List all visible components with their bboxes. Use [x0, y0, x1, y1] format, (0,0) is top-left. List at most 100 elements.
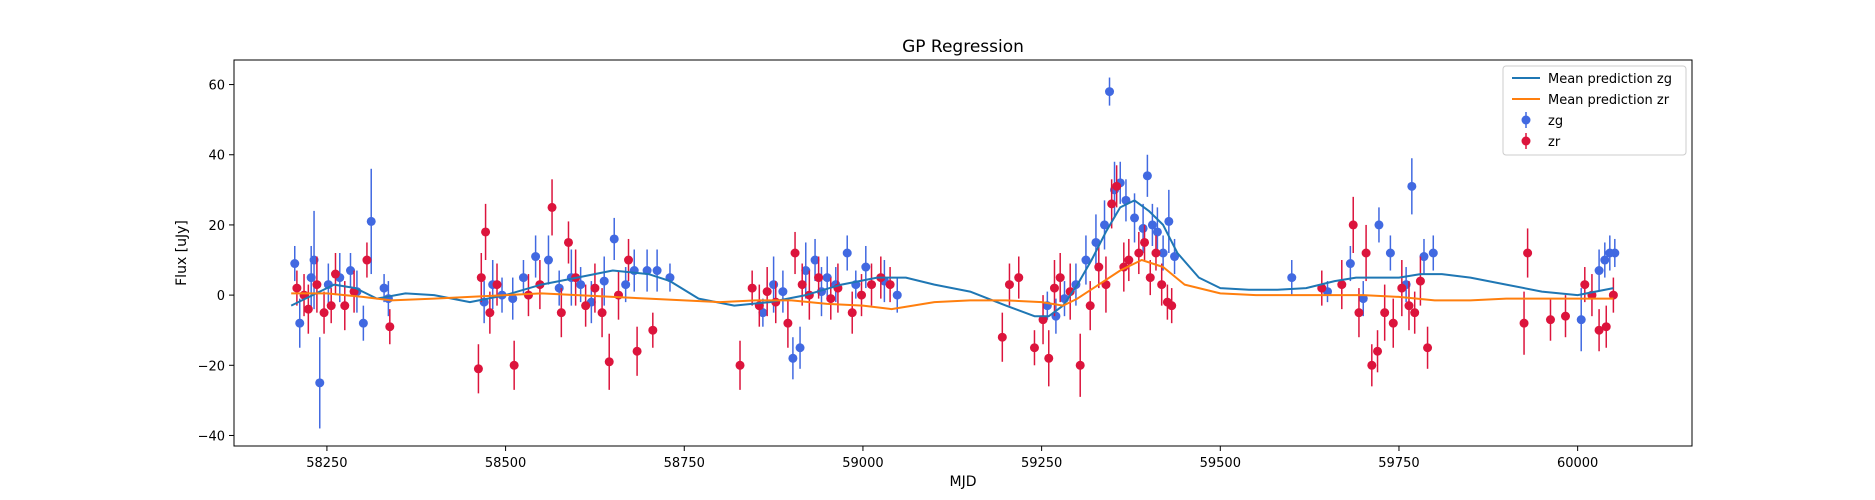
x-tick-label: 59750	[1378, 456, 1419, 471]
data-point-zr	[292, 283, 302, 293]
data-point-zg	[1100, 220, 1110, 230]
data-point-zg	[345, 266, 355, 276]
data-point-zr	[826, 294, 836, 304]
data-point-zg	[652, 266, 662, 276]
data-point-zr	[1049, 283, 1059, 293]
data-point-zr	[1014, 273, 1024, 283]
x-tick-label: 58500	[485, 456, 526, 471]
data-point-zr	[1523, 248, 1533, 258]
data-point-zr	[1167, 301, 1177, 311]
data-point-zr	[1134, 248, 1144, 258]
data-point-zr	[1124, 255, 1134, 265]
axes-frame	[233, 59, 1693, 447]
data-point-zr	[1560, 311, 1570, 321]
data-point-zg	[1130, 213, 1140, 223]
data-point-zg	[315, 378, 325, 388]
data-point-zr	[1519, 318, 1529, 328]
data-point-zr	[648, 325, 658, 335]
data-point-zr	[1145, 273, 1155, 283]
data-point-zg	[1105, 87, 1115, 97]
data-point-zr	[790, 248, 800, 258]
data-point-zg	[795, 343, 805, 353]
data-point-zr	[303, 304, 313, 314]
data-point-zg	[609, 234, 619, 244]
data-point-zg	[758, 308, 768, 318]
data-point-zg	[1081, 255, 1091, 265]
y-tick-label: 60	[208, 79, 225, 94]
y-tick-label: −20	[198, 359, 225, 374]
data-point-zr	[997, 332, 1007, 342]
data-point-zg	[769, 280, 779, 290]
data-point-zr	[590, 283, 600, 293]
data-point-zr	[1367, 360, 1377, 370]
data-point-zg	[1374, 220, 1384, 230]
data-point-zr	[735, 360, 745, 370]
data-point-zr	[747, 283, 757, 293]
data-point-zg	[1051, 311, 1061, 321]
data-point-zg	[1428, 248, 1438, 258]
chart-title: GP Regression	[902, 37, 1024, 57]
data-point-zr	[1608, 290, 1618, 300]
data-point-zr	[1410, 308, 1420, 318]
data-point-zg	[290, 259, 300, 269]
data-point-zr	[1140, 237, 1150, 247]
y-axis: −40 −20 0 20 40 60	[198, 79, 234, 444]
data-point-zr	[581, 301, 591, 311]
x-tick-label: 59250	[1021, 456, 1062, 471]
y-tick-label: 40	[208, 149, 225, 164]
legend-label-line-zg: Mean prediction zg	[1548, 72, 1672, 87]
data-point-zg	[621, 280, 631, 290]
legend: Mean prediction zg Mean prediction zr zg zr	[1502, 65, 1687, 156]
data-point-zr	[312, 280, 322, 290]
data-point-zg	[1164, 216, 1174, 226]
data-point-zr	[1038, 315, 1048, 325]
data-point-zr	[1423, 343, 1433, 353]
data-point-zr	[1317, 283, 1327, 293]
data-point-zr	[481, 227, 491, 237]
data-point-zr	[1601, 322, 1611, 332]
legend-marker-zr	[1521, 136, 1531, 146]
data-point-zr	[1373, 346, 1383, 356]
data-point-zr	[1404, 301, 1414, 311]
data-point-zr	[326, 301, 336, 311]
data-point-zg	[892, 290, 902, 300]
data-point-zr	[473, 364, 483, 374]
data-point-zr	[485, 308, 495, 318]
data-point-zg	[1385, 248, 1395, 258]
x-axis: 58250 58500 58750 59000 59250 59500 59750 60000	[306, 446, 1598, 471]
y-tick-label: 0	[217, 289, 225, 304]
data-point-zg	[1170, 252, 1180, 262]
data-point-zr	[1085, 301, 1095, 311]
data-point-zg	[531, 252, 541, 262]
data-point-zg	[801, 266, 811, 276]
data-point-zg	[822, 273, 832, 283]
y-tick-label: 20	[208, 219, 225, 234]
data-point-zr	[632, 346, 642, 356]
data-point-zg	[599, 276, 609, 286]
data-point-zg	[810, 255, 820, 265]
data-point-zr	[1348, 220, 1358, 230]
data-point-zr	[1415, 276, 1425, 286]
x-axis-label: MJD	[950, 474, 977, 490]
data-point-zr	[1380, 308, 1390, 318]
data-point-zg	[366, 216, 376, 226]
x-tick-label: 60000	[1557, 456, 1598, 471]
data-point-zr	[547, 202, 557, 212]
x-tick-label: 58250	[306, 456, 347, 471]
data-point-zr	[476, 273, 486, 283]
data-point-zr	[762, 287, 772, 297]
data-point-zg	[295, 318, 305, 328]
data-point-zg	[861, 262, 871, 272]
data-point-zg	[788, 353, 798, 363]
data-point-zr	[340, 301, 350, 311]
data-point-zr	[797, 280, 807, 290]
data-point-zr	[319, 308, 329, 318]
data-point-zg	[1358, 294, 1368, 304]
data-point-zg	[1419, 252, 1429, 262]
legend-marker-zg	[1521, 115, 1531, 125]
data-point-zr	[1055, 273, 1065, 283]
data-point-zr	[492, 280, 502, 290]
data-point-zr	[1004, 280, 1014, 290]
data-point-zr	[330, 269, 340, 279]
data-point-zr	[783, 318, 793, 328]
